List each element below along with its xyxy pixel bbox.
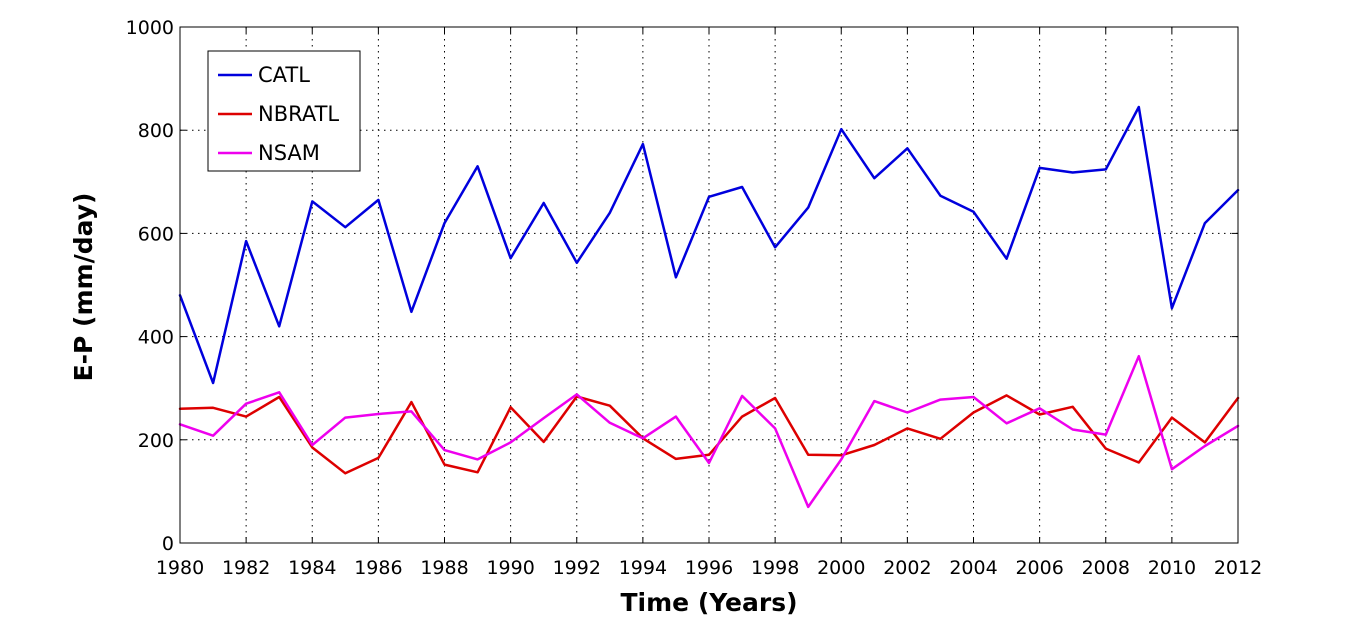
y-tick-label: 400 [138,327,174,349]
legend-label-nbratl: NBRATL [258,102,339,126]
y-tick-label: 600 [138,223,174,245]
x-tick-label: 1988 [420,557,468,579]
legend-label-catl: CATL [258,63,310,87]
legend-label-nsam: NSAM [258,141,320,165]
y-tick-label: 200 [138,430,174,452]
x-tick-label: 1992 [553,557,601,579]
x-tick-label: 2002 [883,557,931,579]
x-tick-label: 1990 [486,557,534,579]
x-axis-title: Time (Years) [620,588,797,617]
legend: CATL NBRATL NSAM [207,50,361,172]
y-tick-label: 800 [138,120,174,142]
series-line-nbratl [178,394,1240,475]
x-tick-label: 1994 [619,557,667,579]
x-tick-label: 1982 [222,557,270,579]
y-tick-label: 0 [162,533,174,555]
x-tick-label: 1984 [288,557,336,579]
grid [180,27,1238,543]
x-tick-label: 2004 [949,557,997,579]
x-tick-label: 1980 [156,557,204,579]
series-line-catl [178,105,1240,385]
x-tick-label: 1998 [751,557,799,579]
x-tick-label: 2012 [1214,557,1262,579]
y-axis-title: E-P (mm/day) [69,193,98,382]
x-tick-label: 1996 [685,557,733,579]
axis-ticks: 1980 1982 1984 1986 1988 1990 1992 1994 1996 1998… [126,17,1263,579]
series-lines [178,105,1240,509]
x-tick-label: 2000 [817,557,865,579]
x-tick-label: 2006 [1015,557,1063,579]
legend-box [207,50,361,172]
y-tick-label: 1000 [126,17,174,39]
x-tick-label: 2010 [1148,557,1196,579]
x-tick-label: 2008 [1082,557,1130,579]
series-line-nsam [178,354,1240,509]
x-tick-label: 1986 [354,557,402,579]
